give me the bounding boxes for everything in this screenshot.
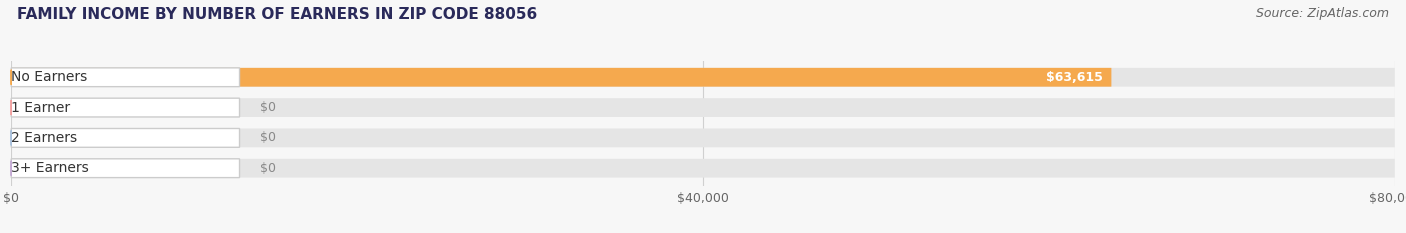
FancyBboxPatch shape <box>11 68 1111 87</box>
Text: 2 Earners: 2 Earners <box>11 131 77 145</box>
FancyBboxPatch shape <box>11 159 239 178</box>
FancyBboxPatch shape <box>11 98 239 117</box>
FancyBboxPatch shape <box>11 128 239 147</box>
Text: Source: ZipAtlas.com: Source: ZipAtlas.com <box>1256 7 1389 20</box>
Text: $0: $0 <box>260 162 276 175</box>
Text: No Earners: No Earners <box>11 70 87 84</box>
FancyBboxPatch shape <box>11 68 239 87</box>
FancyBboxPatch shape <box>11 128 1395 147</box>
FancyBboxPatch shape <box>11 98 1395 117</box>
Text: 3+ Earners: 3+ Earners <box>11 161 89 175</box>
Text: FAMILY INCOME BY NUMBER OF EARNERS IN ZIP CODE 88056: FAMILY INCOME BY NUMBER OF EARNERS IN ZI… <box>17 7 537 22</box>
FancyBboxPatch shape <box>11 159 1395 178</box>
Text: $0: $0 <box>260 131 276 144</box>
Text: $63,615: $63,615 <box>1046 71 1102 84</box>
FancyBboxPatch shape <box>11 68 1395 87</box>
Text: 1 Earner: 1 Earner <box>11 101 70 115</box>
Text: $0: $0 <box>260 101 276 114</box>
